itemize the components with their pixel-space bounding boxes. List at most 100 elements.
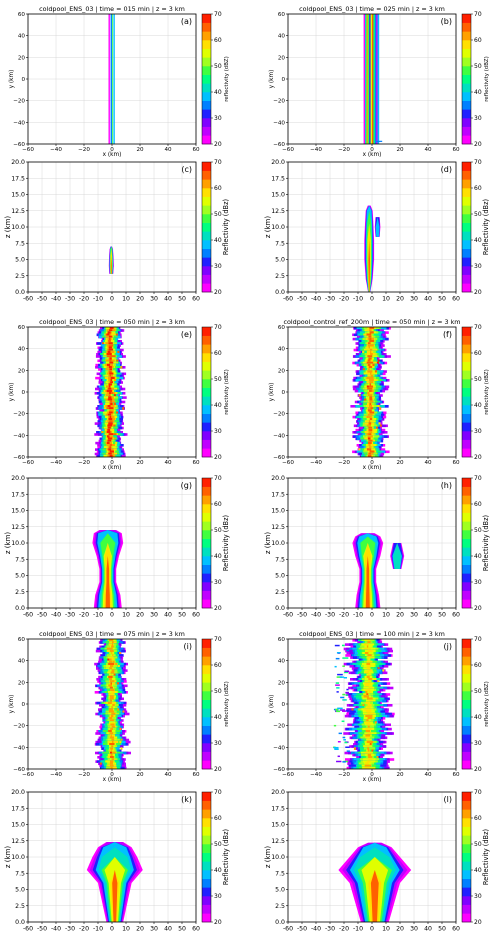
reflectivity-cell [338, 741, 341, 743]
colorbar-tick-label: 60 [214, 662, 222, 669]
y-tick-label: 10.0 [271, 224, 285, 231]
colorbar-tick-label: 50 [214, 688, 222, 695]
y-tick-label: −60 [273, 767, 285, 773]
y-tick-label: 5.0 [15, 887, 25, 894]
x-tick-label: 0 [110, 926, 114, 933]
colorbar-segment [202, 448, 211, 457]
panel-e: coldpool_ENS_03 | time = 050 min | z = 3… [9, 318, 230, 471]
colorbar-segment [202, 861, 211, 870]
colorbar-segment [202, 431, 211, 440]
x-tick-label: 30 [410, 296, 418, 303]
y-tick-label: 5.0 [15, 257, 25, 264]
reflectivity-line [373, 14, 375, 144]
y-tick-label: 12.5 [271, 208, 285, 215]
colorbar-segment [462, 674, 471, 683]
colorbar-tick-label: 20 [474, 605, 482, 612]
colorbar-tick-label: 30 [214, 893, 222, 900]
colorbar-segment [202, 40, 211, 49]
y-tick-label: 2.5 [15, 589, 25, 596]
x-tick-label: 50 [178, 296, 186, 303]
panel-label: (g) [181, 481, 192, 490]
x-tick-label: 40 [424, 612, 432, 619]
colorbar-segment [462, 179, 471, 188]
reflectivity-line [375, 14, 377, 144]
x-tick-label: 10 [382, 612, 390, 619]
colorbar-segment [202, 905, 211, 914]
colorbar-segment [202, 214, 211, 223]
y-tick-label: 17.5 [271, 491, 285, 498]
y-tick-label: 20.0 [271, 789, 285, 796]
y-tick-label: 12.5 [11, 524, 25, 531]
colorbar-segment [462, 448, 471, 457]
colorbar-segment [462, 75, 471, 84]
colorbar-tick-label: 60 [474, 501, 482, 508]
colorbar-segment [202, 231, 211, 240]
colorbar-segment [462, 487, 471, 496]
colorbar-segment [202, 362, 211, 371]
x-tick-label: 60 [192, 460, 200, 466]
y-tick-label: −40 [273, 120, 285, 126]
y-tick-label: 10.0 [271, 540, 285, 547]
colorbar-segment [462, 344, 471, 353]
colorbar-segment [202, 913, 211, 922]
panel-label: (k) [181, 795, 192, 804]
reflectivity-cell [336, 687, 339, 689]
reflectivity-cell [346, 650, 349, 652]
colorbar-segment [462, 327, 471, 336]
colorbar-tick-label: 40 [474, 867, 482, 874]
colorbar-segment [462, 760, 471, 769]
reflectivity-line [369, 14, 371, 144]
colorbar-tick-label: 70 [474, 475, 482, 482]
colorbar-segment [462, 362, 471, 371]
y-tick-label: 7.5 [275, 240, 285, 247]
panel-label: (h) [441, 481, 452, 490]
x-tick-label: 10 [382, 926, 390, 933]
colorbar-segment [202, 327, 211, 336]
y-tick-label: 15.0 [271, 508, 285, 515]
x-tick-label: -30 [325, 612, 335, 619]
x-tick-label: 20 [136, 296, 144, 303]
colorbar-segment [462, 353, 471, 362]
y-tick-label: 10.0 [11, 224, 25, 231]
y-axis-label: z (km) [4, 846, 12, 869]
colorbar-tick-label: 40 [474, 237, 482, 244]
x-tick-label: 10 [122, 926, 130, 933]
x-tick-label: −20 [338, 147, 350, 153]
colorbar-tick-label: 70 [474, 789, 482, 796]
colorbar-tick-label: 30 [214, 115, 222, 122]
reflectivity-cell [122, 407, 124, 410]
reflectivity-cell [334, 725, 336, 727]
x-tick-label: −40 [50, 772, 62, 778]
x-tick-label: 40 [424, 772, 432, 778]
colorbar-segment [202, 344, 211, 353]
y-tick-label: 5.0 [275, 257, 285, 264]
colorbar-tick-label: 20 [214, 605, 222, 612]
colorbar-segment [462, 656, 471, 665]
colorbar-tick-label: 20 [214, 919, 222, 926]
colorbar-segment [202, 582, 211, 591]
x-tick-label: 10 [122, 612, 130, 619]
colorbar-segment [462, 388, 471, 397]
y-tick-label: 0 [281, 702, 285, 708]
colorbar-tick-label: 60 [474, 662, 482, 669]
colorbar-tick-label: 50 [214, 841, 222, 848]
reflectivity-cell [347, 750, 350, 752]
colorbar-segment [462, 844, 471, 853]
colorbar-tick-label: 70 [214, 11, 222, 18]
y-tick-label: 20 [18, 55, 26, 61]
y-tick-label: −20 [273, 412, 285, 418]
x-tick-label: 30 [410, 926, 418, 933]
reflectivity-cell [342, 761, 345, 763]
x-tick-label: -20 [339, 926, 349, 933]
colorbar-segment [462, 214, 471, 223]
colorbar-tick-label: 70 [214, 475, 222, 482]
y-tick-label: 2.5 [15, 903, 25, 910]
colorbar-segment [462, 648, 471, 657]
y-tick-label: 40 [278, 34, 286, 40]
colorbar-segment [202, 487, 211, 496]
colorbar-segment [202, 353, 211, 362]
